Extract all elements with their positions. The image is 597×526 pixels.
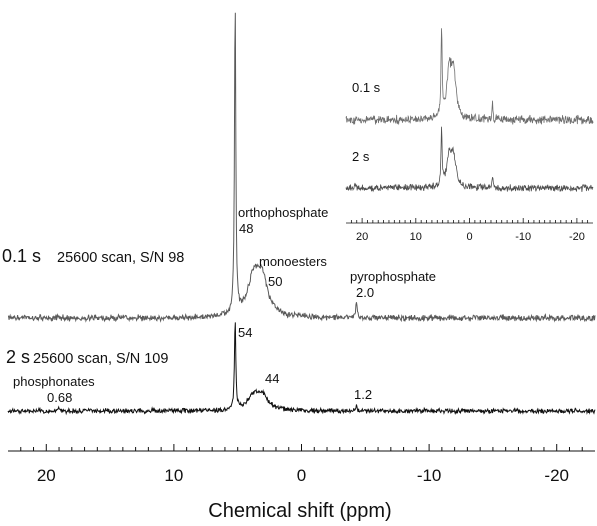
inset-panel: 0.1 s 2 s 20 10 0 -10 -20 — [345, 28, 594, 243]
inset-x-tick-label: -20 — [569, 231, 585, 243]
peak-name-pyrophosphate: pyrophosphate — [350, 269, 436, 284]
x-tick-label: 20 — [37, 466, 56, 485]
time-label-0.1s: 0.1 s — [2, 246, 41, 266]
inset-x-tick-label: -10 — [515, 231, 531, 243]
x-tick-label: -10 — [417, 466, 442, 485]
peak-value-orthophosphate-0.1s: 48 — [239, 221, 253, 236]
inset-trace-2s — [345, 126, 594, 193]
x-tick-label: 10 — [164, 466, 183, 485]
peak-value-monoesters-2s: 44 — [265, 371, 279, 386]
peak-name-monoesters: monoesters — [259, 254, 327, 269]
main-x-tick-labels: 20 10 0 -10 -20 — [37, 466, 569, 485]
peak-value-phosphonates-2s: 0.68 — [47, 390, 72, 405]
inset-x-axis — [346, 218, 593, 224]
peak-value-monoesters-0.1s: 50 — [268, 274, 282, 289]
acq-label-0.1s: 25600 scan, S/N 98 — [57, 250, 184, 266]
peak-name-orthophosphate: orthophosphate — [238, 205, 328, 220]
spectrum-trace-0.1s — [7, 12, 596, 323]
spectrum-trace-2s — [7, 322, 596, 416]
inset-x-tick-labels: 20 10 0 -10 -20 — [356, 231, 585, 243]
inset-x-tick-label: 20 — [356, 231, 368, 243]
x-axis-title: Chemical shift (ppm) — [208, 500, 391, 522]
peak-name-phosphonates: phosphonates — [13, 374, 95, 389]
x-tick-label: -20 — [544, 466, 569, 485]
inset-trace-0.1s — [345, 28, 594, 126]
time-label-2s: 2 s — [6, 347, 30, 367]
inset-time-label-0.1s: 0.1 s — [352, 80, 381, 95]
acq-label-2s: 25600 scan, S/N 109 — [33, 351, 168, 367]
inset-time-label-2s: 2 s — [352, 149, 370, 164]
peak-value-orthophosphate-2s: 54 — [238, 325, 252, 340]
peak-value-pyrophosphate-0.1s: 2.0 — [356, 285, 374, 300]
inset-x-tick-label: 0 — [466, 231, 472, 243]
peak-value-pyrophosphate-2s: 1.2 — [354, 387, 372, 402]
inset-x-tick-label: 10 — [410, 231, 422, 243]
x-tick-label: 0 — [297, 466, 306, 485]
main-x-axis — [8, 444, 595, 452]
